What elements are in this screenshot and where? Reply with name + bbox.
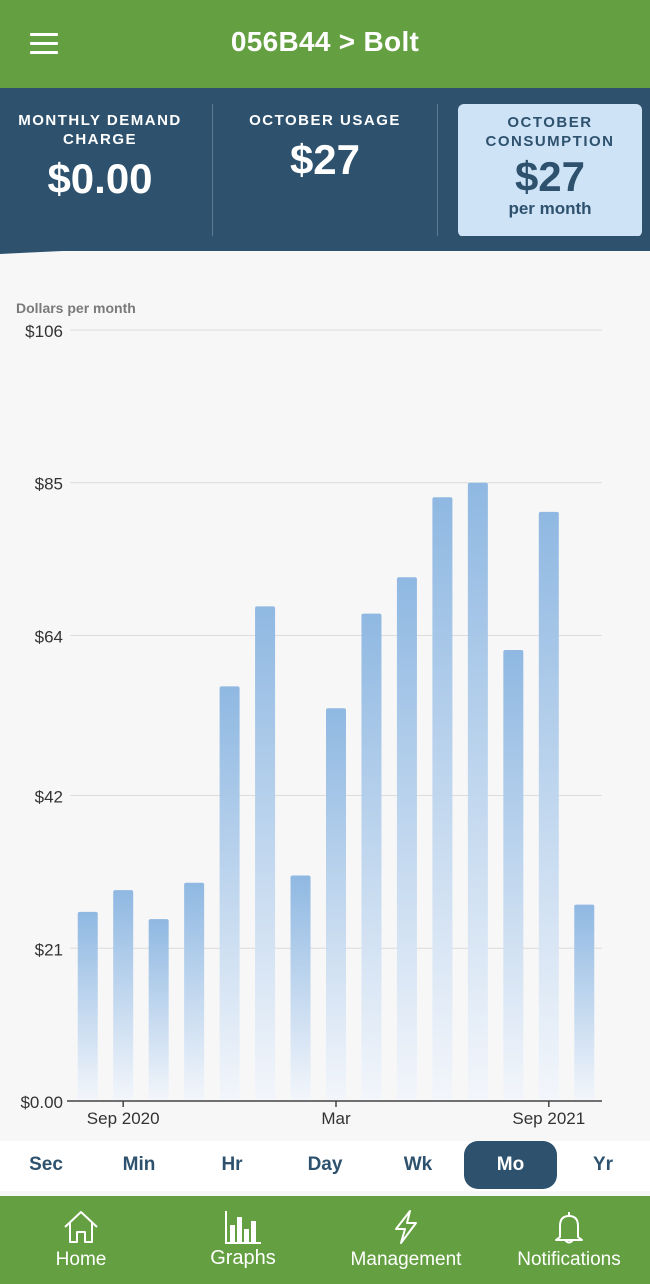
bell-icon (555, 1212, 583, 1244)
bar[interactable] (538, 511, 559, 1102)
stat-value: $27 (514, 153, 586, 200)
nav-home-label: Home (55, 1249, 107, 1270)
stats-panel: MONTHLY DEMAND CHARGE $0.00 OCTOBER USAG… (0, 88, 650, 251)
menu-icon-line (30, 51, 58, 54)
stat-demand-charge: MONTHLY DEMAND CHARGE $0.00 (10, 102, 190, 237)
graphs-icon (225, 1211, 261, 1244)
y-tick-label: $106 (25, 322, 63, 341)
time-range-selector: Sec Min Hr Day Wk Mo Yr (0, 1141, 650, 1191)
menu-icon-line (30, 42, 58, 45)
bar[interactable] (574, 904, 595, 1101)
stat-consumption[interactable]: OCTOBER CONSUMPTION $27 per month (458, 104, 642, 237)
bar[interactable] (503, 650, 524, 1101)
nav-notifications[interactable]: Notifications (488, 1196, 650, 1284)
stat-usage: OCTOBER USAGE $27 (235, 102, 415, 237)
header-wave (0, 236, 650, 254)
bar[interactable] (255, 606, 276, 1101)
stat-label: OCTOBER USAGE (249, 112, 401, 129)
nav-home[interactable]: Home (0, 1196, 162, 1284)
range-mo[interactable]: Mo (464, 1141, 557, 1189)
range-sec[interactable]: Sec (29, 1154, 63, 1175)
divider (212, 104, 213, 237)
bar[interactable] (219, 686, 240, 1101)
range-wk[interactable]: Wk (403, 1154, 433, 1175)
range-yr[interactable]: Yr (592, 1154, 614, 1175)
page-title: 056B44 > Bolt (230, 26, 420, 57)
bar[interactable] (467, 482, 488, 1101)
bar[interactable] (326, 708, 346, 1101)
stat-value: $27 (289, 136, 361, 183)
y-axis-title: Dollars per month (16, 300, 136, 316)
stat-label: OCTOBER CONSUMPTION (485, 114, 615, 150)
bar[interactable] (148, 919, 169, 1101)
x-tick-label: Mar (321, 1109, 351, 1128)
nav-graphs-label: Graphs (210, 1247, 276, 1269)
nav-notifications-label: Notifications (517, 1249, 621, 1270)
bar-chart: Dollars per month $0.00$21$42$64$85$106 … (16, 300, 602, 1128)
home-icon (64, 1211, 98, 1243)
menu-button[interactable] (28, 33, 60, 57)
stat-value: $0.00 (47, 155, 153, 202)
divider (437, 104, 438, 237)
bar[interactable] (113, 890, 134, 1101)
lightning-icon (395, 1210, 417, 1244)
y-tick-label: $64 (35, 627, 63, 646)
stat-sub: per month (508, 199, 592, 218)
range-day[interactable]: Day (307, 1154, 343, 1175)
bottom-nav: Home Graphs Management Notifications (0, 1196, 650, 1284)
x-tick-label: Sep 2020 (87, 1109, 160, 1128)
stat-label: MONTHLY DEMAND CHARGE (18, 112, 182, 148)
y-tick-label: $21 (35, 940, 63, 959)
nav-graphs[interactable]: Graphs (162, 1196, 324, 1284)
bar[interactable] (396, 577, 417, 1101)
bar[interactable] (432, 497, 453, 1101)
bar[interactable] (361, 613, 382, 1101)
range-min[interactable]: Min (122, 1154, 156, 1175)
y-tick-label: $42 (35, 788, 63, 807)
y-tick-label: $0.00 (20, 1093, 63, 1112)
bar[interactable] (184, 882, 205, 1101)
nav-management-label: Management (350, 1249, 462, 1270)
bar[interactable] (77, 911, 98, 1101)
menu-icon (30, 33, 58, 36)
app-header: 056B44 > Bolt (0, 0, 650, 88)
bar[interactable] (290, 875, 311, 1101)
x-tick-label: Sep 2021 (512, 1109, 585, 1128)
y-tick-label: $85 (35, 475, 63, 494)
nav-management[interactable]: Management (324, 1196, 488, 1284)
range-hr[interactable]: Hr (221, 1154, 243, 1175)
